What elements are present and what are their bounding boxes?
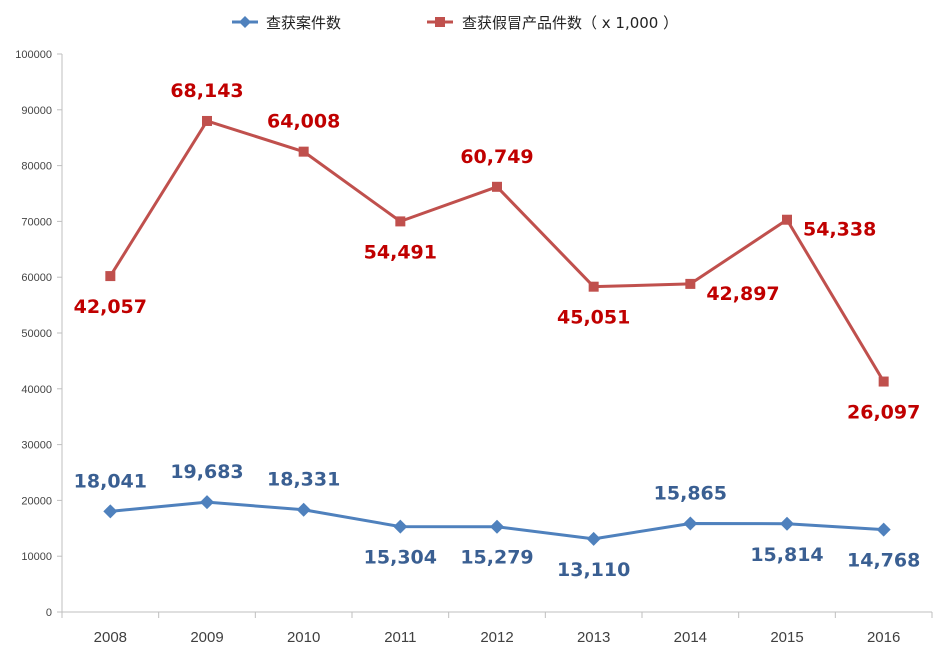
series-1-point: [780, 516, 794, 531]
data-label: 42,057: [74, 296, 147, 318]
data-label: 15,865: [654, 482, 727, 504]
data-label: 14,768: [847, 550, 920, 572]
legend: 查获案件数 查获假冒产品件数（ x 1,000 ）: [232, 14, 678, 32]
data-label: 13,110: [557, 559, 630, 581]
x-tick-label: 2015: [770, 629, 803, 646]
data-label: 54,491: [364, 241, 437, 263]
series-1-point: [586, 531, 601, 546]
data-label: 15,279: [460, 547, 533, 569]
data-label: 42,897: [706, 283, 779, 305]
y-tick-label: 70000: [21, 216, 52, 228]
y-tick-label: 50000: [21, 328, 52, 340]
y-tick-label: 20000: [21, 495, 52, 507]
data-label: 60,749: [460, 146, 533, 168]
data-labels: 18,041 19,683 18,331 15,304 15,279 13,110 15,8…: [74, 80, 921, 581]
y-tick-label: 0: [46, 607, 52, 619]
series-2-point: [105, 271, 116, 282]
series-layer: [103, 115, 891, 546]
data-label: 19,683: [170, 461, 243, 483]
data-label: 68,143: [170, 80, 243, 102]
data-label: 54,338: [803, 219, 876, 241]
data-label: 15,814: [750, 544, 823, 566]
x-tick-label: 2016: [867, 629, 900, 646]
data-label: 45,051: [557, 307, 630, 329]
series-2-point: [685, 278, 696, 289]
series-2-point: [492, 181, 502, 192]
series-2-point: [588, 281, 599, 292]
legend-item-2: 查获假冒产品件数（ x 1,000 ）: [427, 14, 678, 32]
series-1-point: [876, 522, 891, 537]
series-1-point: [490, 519, 504, 534]
series-1: [103, 495, 891, 546]
x-tick-label: 2010: [287, 629, 320, 646]
series-2-point: [202, 115, 212, 126]
x-tick-label: 2014: [674, 629, 707, 646]
legend-item-1: 查获案件数: [232, 14, 341, 32]
data-label: 26,097: [847, 402, 920, 424]
series-2-point: [782, 214, 792, 225]
y-tick-label: 90000: [21, 105, 52, 117]
y-tick-label: 30000: [21, 440, 52, 452]
y-tick-label: 40000: [21, 384, 52, 396]
series-2-point: [395, 216, 406, 227]
series-1-point: [393, 519, 408, 534]
x-tick-label: 2013: [577, 629, 610, 646]
data-label: 15,304: [364, 547, 437, 569]
x-tick-label: 2009: [190, 629, 223, 646]
legend-label: 查获案件数: [266, 14, 341, 32]
x-tick-label: 2012: [480, 629, 513, 646]
data-label: 64,008: [267, 111, 340, 133]
series-1-point: [683, 516, 698, 531]
y-tick-label: 60000: [21, 272, 52, 284]
series-2-point: [298, 146, 309, 157]
series-2: [105, 115, 889, 387]
y-tick-label: 80000: [21, 161, 52, 173]
series-1-point: [296, 502, 311, 517]
series-2-point: [878, 376, 889, 387]
axes: 0 10000 20000 30000 40000 50000 60000 70000 8000…: [15, 49, 933, 646]
series-1-point: [200, 495, 214, 510]
y-tick-label: 10000: [21, 551, 52, 563]
legend-label: 查获假冒产品件数（ x 1,000 ）: [462, 14, 678, 32]
series-1-point: [103, 504, 118, 519]
data-label: 18,041: [74, 470, 147, 492]
data-label: 18,331: [267, 469, 340, 491]
y-tick-label: 100000: [15, 49, 52, 61]
legend-marker: [435, 17, 445, 27]
x-tick-label: 2011: [384, 629, 416, 646]
legend-marker: [239, 16, 251, 28]
x-tick-label: 2008: [94, 629, 127, 646]
